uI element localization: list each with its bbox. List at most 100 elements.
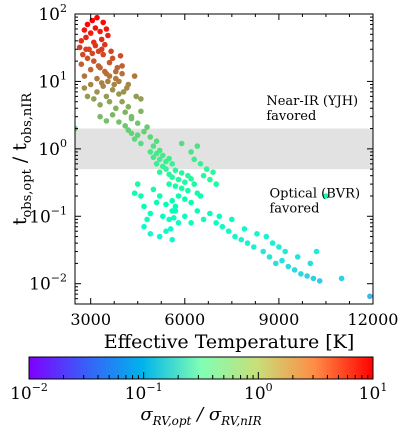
- data-point: [141, 203, 147, 210]
- colorbar-tick-label: 100: [244, 381, 273, 404]
- data-point: [156, 193, 163, 199]
- data-point: [169, 236, 175, 243]
- data-point: [108, 48, 114, 55]
- y-tick-label: 101: [38, 69, 67, 92]
- data-point: [188, 220, 194, 226]
- data-point: [94, 89, 100, 95]
- data-point: [160, 152, 166, 159]
- data-point: [150, 143, 157, 149]
- data-point: [182, 213, 188, 220]
- data-point: [92, 25, 99, 31]
- data-point: [97, 113, 103, 120]
- data-point: [291, 267, 298, 273]
- data-point: [91, 96, 97, 102]
- data-point: [120, 89, 127, 95]
- data-point: [172, 167, 179, 174]
- data-point: [97, 28, 103, 35]
- data-point: [113, 75, 119, 82]
- data-point: [153, 150, 160, 157]
- data-point: [83, 46, 89, 53]
- data-point: [147, 210, 154, 217]
- annotations: Near-IR (YJH) favored Optical (BVR) favored: [266, 94, 360, 217]
- data-point: [266, 254, 273, 260]
- colorbar: 10−2 10−1 100 101 σRV,opt / σRV,nIR: [10, 356, 387, 428]
- data-point: [94, 75, 100, 82]
- data-point: [102, 41, 108, 48]
- data-point: [225, 228, 232, 234]
- data-point: [169, 197, 175, 204]
- data-point: [87, 81, 94, 88]
- data-point: [160, 213, 166, 220]
- data-point: [367, 293, 373, 300]
- data-point: [304, 273, 310, 279]
- data-point: [316, 278, 323, 284]
- data-point: [105, 78, 111, 85]
- neutral-band: [75, 128, 373, 170]
- data-point: [94, 14, 100, 21]
- data-point: [87, 30, 94, 36]
- data-point: [229, 216, 235, 223]
- data-point: [163, 228, 169, 234]
- data-point: [219, 223, 226, 230]
- data-point: [178, 185, 185, 192]
- data-point: [122, 109, 128, 115]
- data-point: [294, 254, 301, 260]
- data-point: [251, 244, 257, 250]
- data-point: [175, 193, 182, 199]
- data-point: [105, 32, 111, 39]
- data-point: [131, 190, 138, 196]
- data-point: [191, 156, 197, 163]
- data-point: [106, 59, 113, 66]
- data-point: [153, 161, 160, 167]
- data-point: [166, 216, 172, 223]
- data-point: [128, 115, 135, 122]
- data-point: [106, 73, 113, 79]
- colorbar-gradient: [28, 356, 374, 380]
- data-point: [197, 161, 204, 167]
- data-point: [133, 93, 139, 100]
- data-point: [182, 196, 188, 202]
- data-point: [119, 63, 125, 69]
- data-point: [84, 93, 91, 100]
- data-point: [207, 210, 213, 217]
- data-point: [131, 73, 138, 79]
- y-tick-label: 102: [38, 2, 67, 25]
- data-point: [89, 50, 96, 57]
- data-point: [134, 181, 141, 187]
- data-point: [128, 130, 135, 137]
- data-point: [119, 98, 125, 105]
- data-point: [119, 70, 125, 77]
- x-tick-label: 3000: [70, 310, 111, 329]
- data-point: [100, 51, 106, 58]
- data-point: [144, 216, 150, 223]
- data-point: [147, 231, 154, 237]
- data-point: [141, 223, 147, 230]
- data-point: [78, 61, 85, 67]
- scatter-points: [75, 14, 373, 300]
- data-point: [307, 260, 314, 267]
- data-point: [210, 169, 216, 175]
- data-point: [178, 170, 185, 176]
- data-point: [244, 240, 251, 246]
- data-point: [213, 181, 219, 187]
- data-point: [175, 176, 182, 183]
- data-point: [80, 51, 86, 58]
- data-point: [263, 233, 270, 240]
- data-point: [156, 169, 163, 175]
- data-point: [191, 181, 197, 187]
- data-point: [122, 123, 128, 129]
- data-point: [254, 231, 260, 237]
- data-point: [109, 87, 116, 93]
- data-point: [98, 36, 105, 43]
- annotation: Optical (BVR) favored: [269, 186, 360, 216]
- data-point: [92, 42, 99, 49]
- data-point: [273, 260, 279, 267]
- data-point: [81, 27, 88, 33]
- colorbar-tick-label: 10−2: [10, 381, 48, 404]
- data-point: [144, 124, 150, 130]
- data-point: [109, 55, 116, 62]
- data-point: [166, 181, 172, 187]
- data-point: [216, 213, 223, 220]
- data-point: [138, 108, 144, 115]
